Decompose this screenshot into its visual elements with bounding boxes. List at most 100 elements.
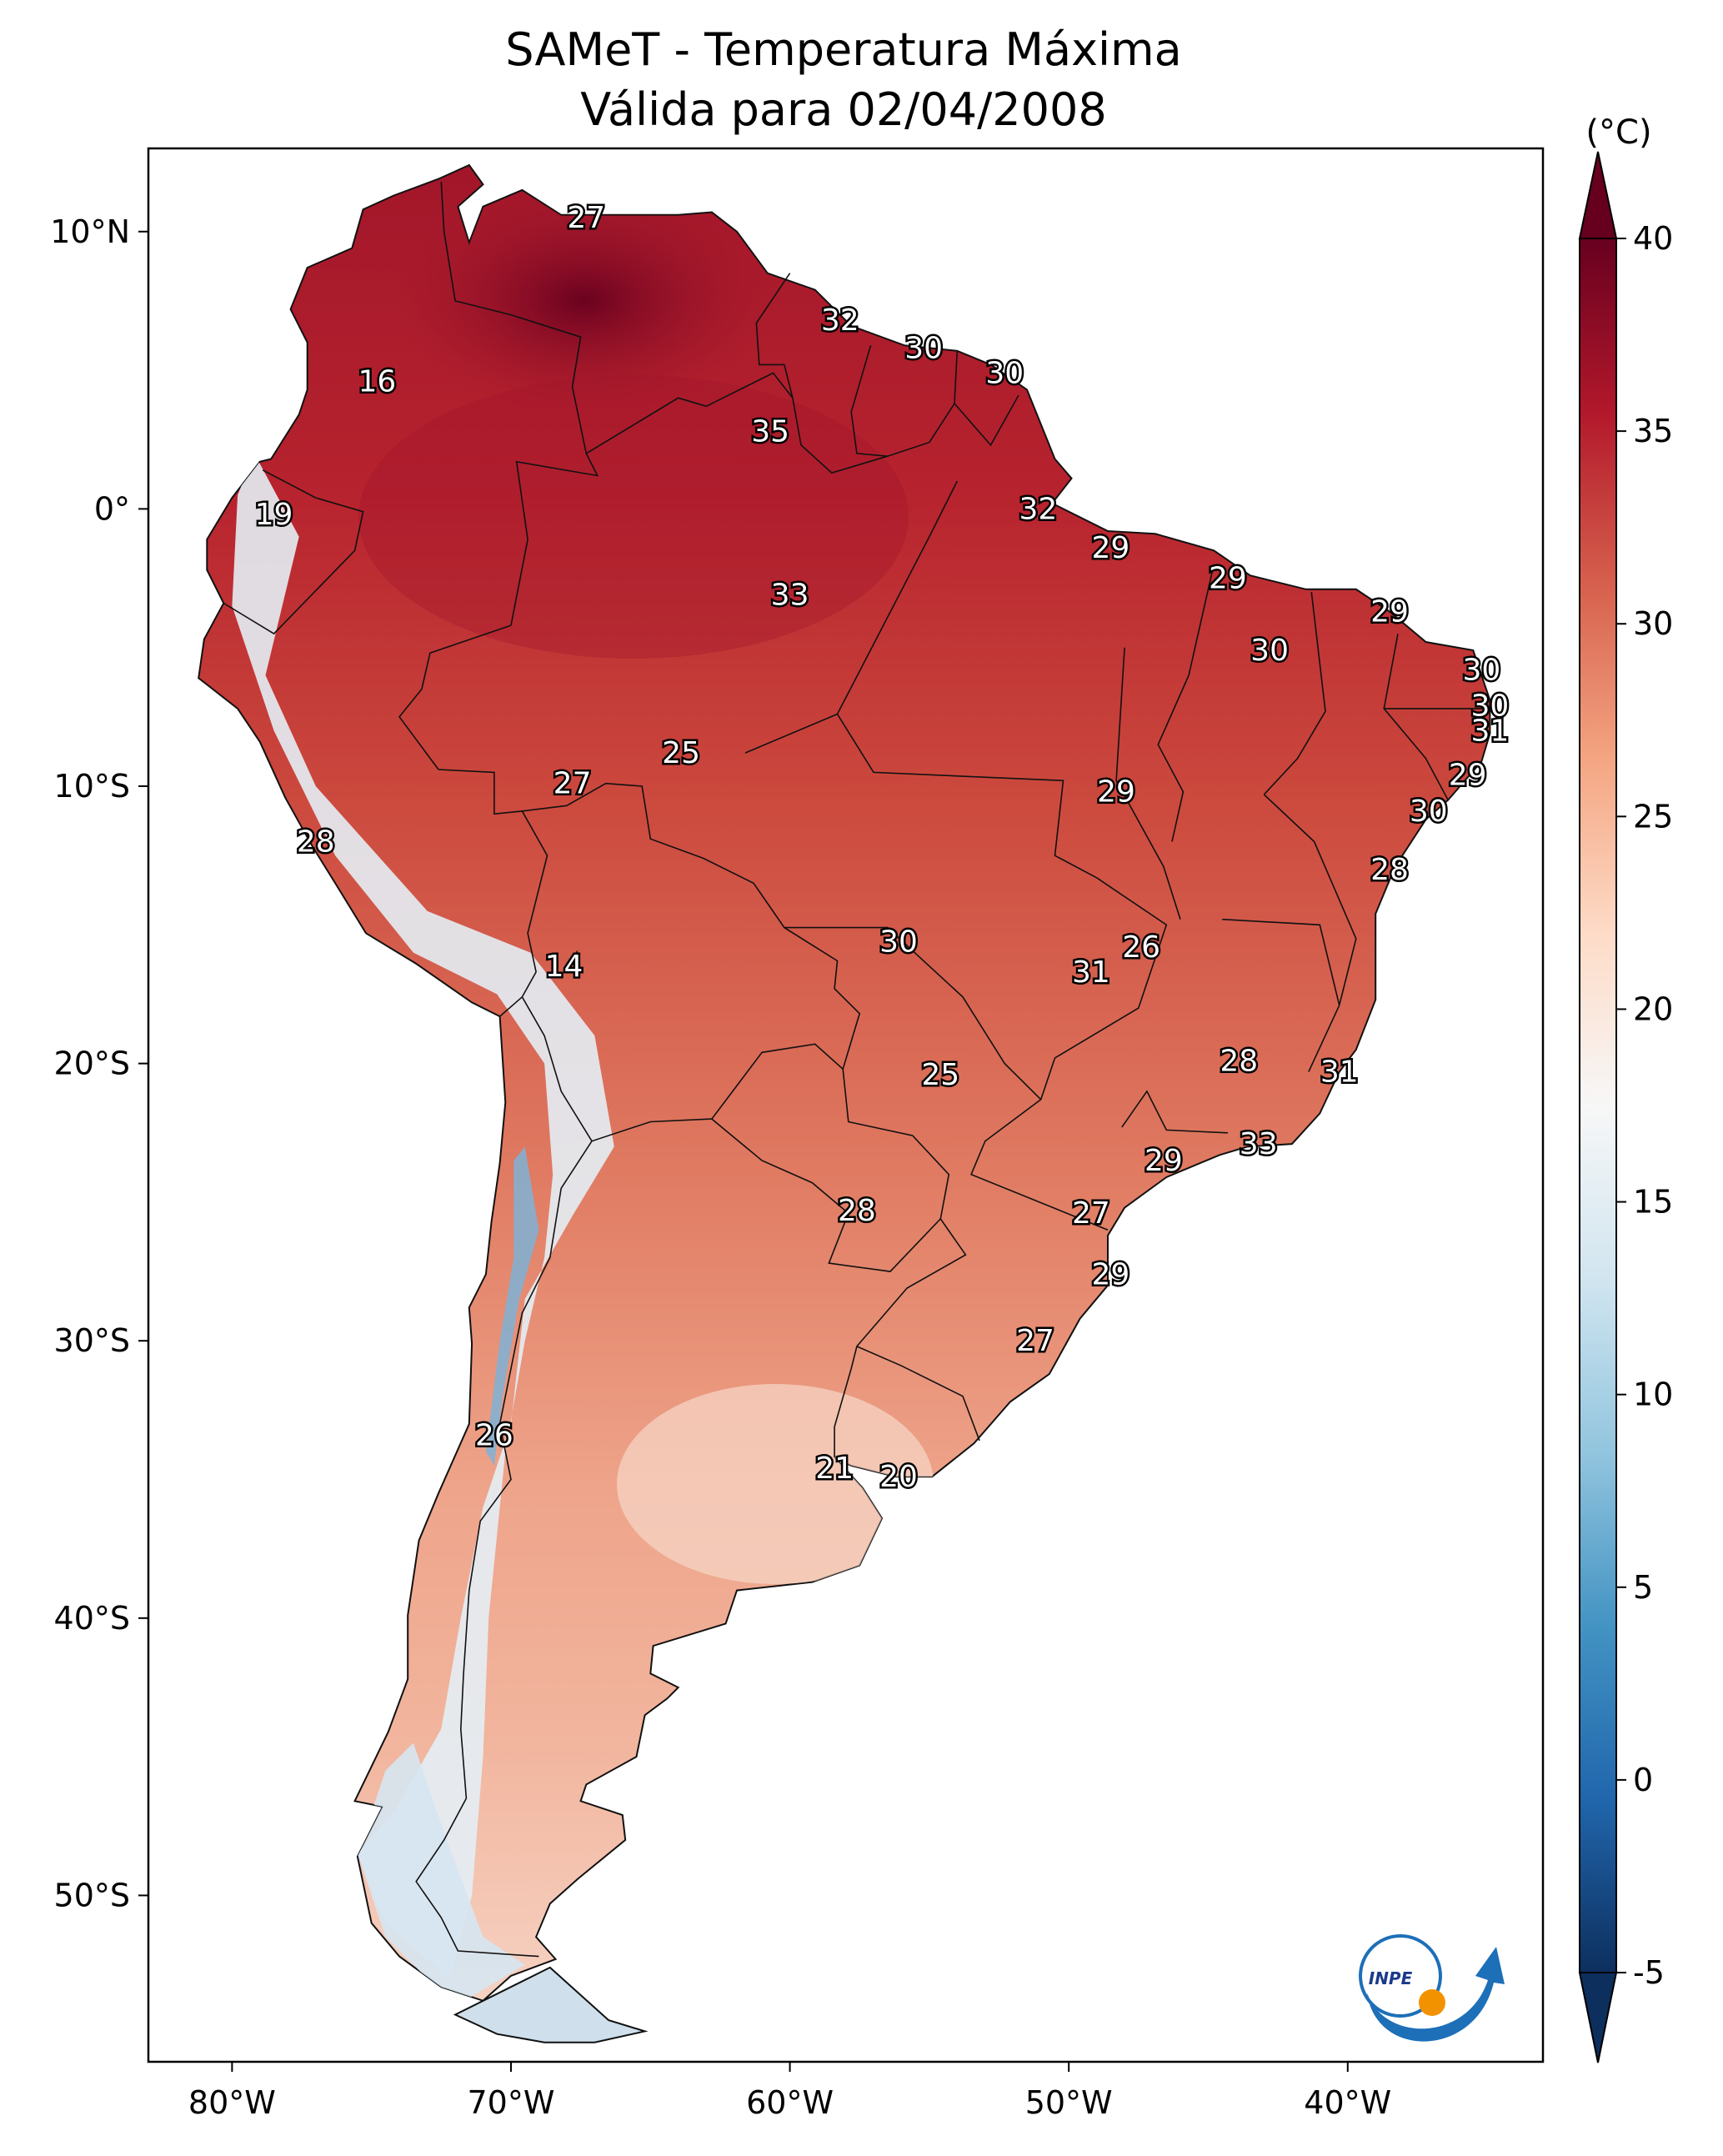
colorbar-unit-label: (°C) <box>1585 113 1651 152</box>
country-border-line <box>1115 647 1181 920</box>
map-frame <box>147 147 1545 2063</box>
country-border-line <box>1222 918 1340 1072</box>
country-border-line <box>711 1069 950 1272</box>
city-temperature-label: 26 <box>1122 930 1160 965</box>
land-layer <box>198 163 1491 2043</box>
country-border-line <box>521 996 844 1142</box>
y-tick-label: 20°S <box>54 1045 130 1082</box>
patagonia-cold-region <box>357 1742 525 2001</box>
longitude-axis: 80°W 70°W 60°W 50°W 40°W <box>188 2062 1391 2121</box>
city-temperature-label: 30 <box>879 925 918 959</box>
city-temperature-label: 29 <box>1097 775 1135 810</box>
x-tick-label: 50°W <box>1025 2084 1113 2121</box>
city-temperature-label: 33 <box>771 579 809 613</box>
y-tick-label: 30°S <box>54 1322 130 1359</box>
city-temperature-label: 28 <box>838 1194 876 1228</box>
hot-region-amazon <box>358 375 909 659</box>
city-temperature-label: 30 <box>985 356 1024 390</box>
andes-cold-core <box>485 1146 539 1466</box>
colorbar-bottom-arrow <box>1578 1972 1618 2063</box>
city-temperature-label: 29 <box>1370 594 1409 629</box>
inpe-logo-swoosh-icon <box>1367 1947 1505 2042</box>
tierra-del-fuego <box>453 1966 649 2043</box>
country-border-line <box>856 1346 980 1442</box>
city-temperature-label: 27 <box>1072 1196 1110 1231</box>
colorbar-tick-label: 5 <box>1633 1569 1653 1606</box>
y-tick-label: 10°S <box>54 768 130 805</box>
colorbar-tick-label: 35 <box>1633 413 1673 449</box>
x-tick-label: 40°W <box>1304 2084 1391 2121</box>
city-temperature-label: 28 <box>1220 1044 1258 1078</box>
y-tick-label: 0° <box>94 490 130 527</box>
city-temperature-label: 32 <box>1019 492 1057 526</box>
country-border-line <box>744 713 1097 879</box>
y-tick-label: 50°S <box>54 1877 130 1913</box>
inpe-logo: INPE <box>1359 1934 1505 2042</box>
map-title-line1: SAMeT - Temperatura Máxima <box>505 23 1181 76</box>
country-border-line <box>836 480 959 714</box>
city-temperature-label: 35 <box>751 414 789 449</box>
city-temperature-label: 29 <box>1091 531 1129 565</box>
city-temperature-label: 20 <box>879 1460 918 1494</box>
city-temperature-label: 29 <box>1091 1257 1129 1291</box>
city-temperature-label: 27 <box>1016 1324 1054 1358</box>
x-tick-label: 70°W <box>468 2084 555 2121</box>
city-temperature-label: 28 <box>297 825 335 860</box>
x-tick-label: 80°W <box>188 2084 276 2121</box>
inpe-logo-orbit-icon <box>1359 1934 1442 2018</box>
temperature-overlays <box>232 183 934 2001</box>
city-temperature-label: 30 <box>1410 795 1448 829</box>
city-temperature-label: 32 <box>821 303 859 338</box>
colorbar: (°C) 40 35 30 25 20 15 10 5 0 -5 <box>1578 113 1673 2063</box>
country-border-line <box>1383 708 1449 800</box>
city-temperature-label: 16 <box>358 364 396 399</box>
country-borders <box>223 181 1485 1958</box>
city-temperature-label: 14 <box>545 950 584 984</box>
country-border-line <box>1157 564 1215 842</box>
colorbar-top-arrow <box>1578 151 1618 239</box>
colorbar-bar <box>1579 238 1617 1973</box>
colorbar-tick-label: 30 <box>1633 605 1673 642</box>
city-temperature-label: 27 <box>567 201 605 235</box>
colorbar-tick-label: 10 <box>1633 1376 1673 1413</box>
city-temperature-label: 25 <box>921 1058 959 1092</box>
country-border-line <box>585 372 794 454</box>
x-tick-label: 60°W <box>746 2084 834 2121</box>
country-border-line <box>398 624 548 1017</box>
country-border-line <box>1263 794 1357 1005</box>
city-temperature-label: 29 <box>1449 759 1487 793</box>
colorbar-tick-label: 20 <box>1633 990 1673 1027</box>
colorbar-tick-label: 0 <box>1633 1762 1653 1798</box>
city-temperature-label: 19 <box>255 498 293 532</box>
andes-cold-band <box>232 453 614 1979</box>
country-border-line <box>755 273 888 474</box>
city-temperature-label: 25 <box>662 736 700 770</box>
country-border-line <box>522 782 861 1070</box>
city-temperature-label: 30 <box>1250 634 1289 668</box>
city-temperature-label: 26 <box>475 1418 513 1452</box>
colorbar-tick-label: 15 <box>1633 1184 1673 1221</box>
colorbar-tick-label: 40 <box>1633 220 1673 257</box>
country-border-line <box>415 1141 593 1958</box>
city-temperature-label: 29 <box>1144 1144 1183 1178</box>
country-border-line <box>784 926 1042 1101</box>
city-temperature-label: 30 <box>904 331 943 365</box>
city-temperature-label: 30 <box>1471 689 1510 724</box>
y-tick-label: 10°N <box>50 213 130 250</box>
country-border-line <box>223 469 364 635</box>
city-temperature-label: 28 <box>1370 853 1409 887</box>
pampas-mild-region <box>617 1384 934 1584</box>
city-temperature-label: 30 <box>1462 653 1500 687</box>
hot-region-orinoco <box>392 183 775 417</box>
inpe-logo-text: INPE <box>1369 1968 1413 1988</box>
country-border-line <box>1263 592 1326 795</box>
city-temperature-label: 21 <box>815 1452 854 1486</box>
country-border-line <box>954 394 1019 447</box>
city-temperature-label: 29 <box>1209 562 1247 596</box>
city-temperature-label: 31 <box>1471 714 1510 748</box>
y-tick-label: 40°S <box>54 1600 130 1637</box>
country-border-line <box>970 877 1168 1231</box>
country-border-line <box>440 181 599 626</box>
